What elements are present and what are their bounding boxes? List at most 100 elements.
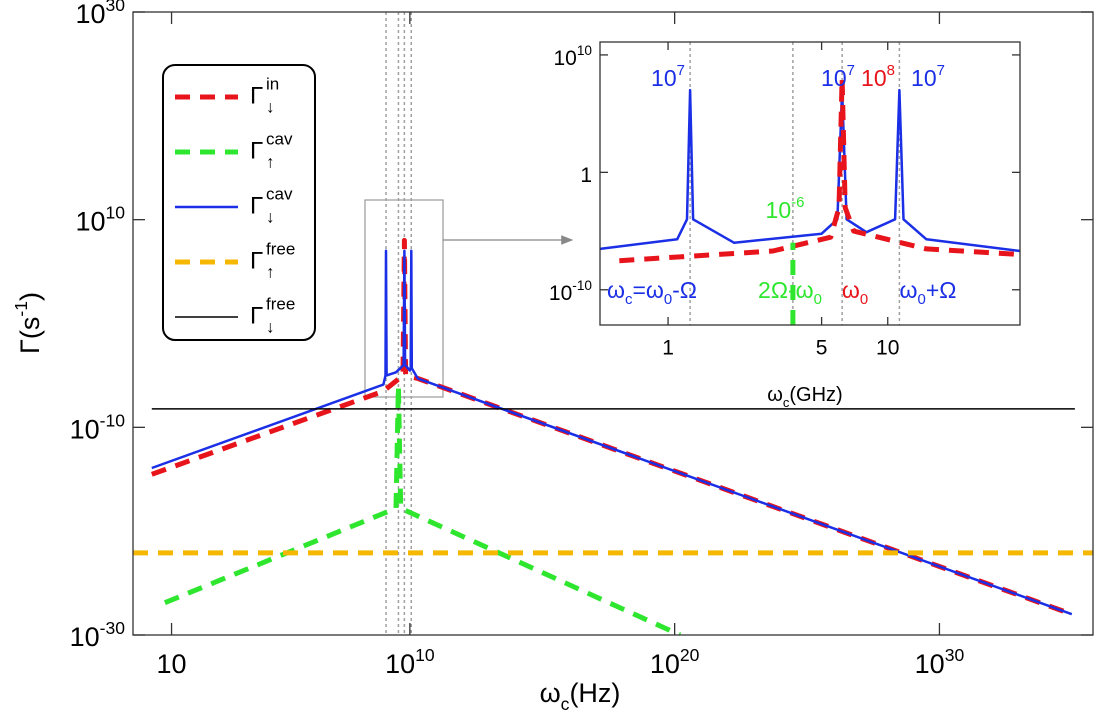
text-part: 10 [70,414,100,444]
text-part: ω [842,277,860,303]
superscript: 10 [415,645,435,665]
series-line [619,75,1020,264]
legend-label: Γ [250,192,263,219]
superscript: 7 [677,62,685,79]
annotation: 2Ω-ω0 [758,277,822,308]
legend-box [162,64,316,341]
x-tick-label: 5 [816,337,828,360]
y-tick-label: 1010 [553,43,592,69]
subscript: c [625,291,633,308]
legend-label-sub: ↓ [266,317,275,336]
legend-label: Γ [250,302,263,329]
plot-area [133,237,1093,635]
text-part: +Ω [926,277,957,303]
text-part: 10 [553,46,576,69]
legend-label: Γ [250,137,263,164]
legend-label-sup: free [266,294,295,313]
y-tick-label: 10-10 [70,410,126,444]
superscript: 30 [105,0,125,15]
x-tick-label: 1030 [915,645,965,679]
annotation: 107 [911,62,945,91]
plot-area [600,75,1020,325]
text-part: 10 [911,65,937,91]
superscript: 10 [577,43,593,58]
text-part: 10 [766,197,792,223]
superscript: 10 [105,202,125,222]
superscript: 20 [680,645,700,665]
text-part: 10 [75,0,105,29]
legend-label-sup: cav [266,129,293,148]
x-axis-label: ωc(Hz) [540,678,621,714]
text-part: 10 [549,281,572,304]
annotation: 107 [821,62,855,91]
text-part: ) [15,292,45,301]
subscript: c [561,694,570,714]
y-axis-label: Γ(s-1) [11,292,45,354]
legend-label-sub: ↑ [266,262,275,281]
text-part: 10 [915,649,945,679]
subscript: 0 [860,291,868,308]
legend-label: Γ [250,247,263,274]
annotation: ω0 [842,277,868,308]
y-tick-label: 1 [580,164,592,187]
subscript: c [783,395,790,410]
text-part: 10 [70,622,100,652]
legend-label-sub: ↓ [266,97,275,116]
x-tick-label: 10 [157,649,187,679]
legend-label-sup: free [266,239,295,258]
text-part: 10 [650,649,680,679]
annotation: 108 [861,62,895,91]
text-part: ω [607,277,625,303]
x-tick-label: 1 [662,337,674,360]
x-axis-label: ωc(GHz) [767,384,842,410]
legend-label: Γ [250,82,263,109]
text-part: 10 [821,65,847,91]
superscript: 7 [847,62,855,79]
y-tick-label: 1010 [75,202,125,236]
subscript: 0 [664,291,672,308]
x-tick-label: 1010 [385,645,435,679]
text-part: 10 [651,65,677,91]
text-part: 2Ω-ω [758,277,814,303]
y-tick-label: 10-30 [70,618,126,652]
text-part: 10 [861,65,887,91]
text-part: ω [900,277,918,303]
legend-label-sub: ↓ [266,207,275,226]
text-part: 10 [75,207,105,237]
plot-frame [599,41,1021,326]
legend-label-sup: in [266,74,279,93]
text-part: -Ω [672,277,697,303]
text-part: Γ(s [15,317,45,354]
legend-label-sup: cav [266,184,293,203]
plot-frame [132,11,1094,636]
series-line [600,88,1020,253]
text-part: =ω [632,277,663,303]
superscript: -10 [572,278,592,293]
superscript: -1 [11,301,31,317]
y-tick-label: 1030 [75,0,125,29]
superscript: 30 [945,645,965,665]
annotation: 10-6 [766,194,805,223]
annotation: ωc=ω0-Ω [607,277,697,308]
superscript: 8 [887,62,895,79]
text-part: ω [540,678,561,708]
text-part: (Hz) [569,678,620,708]
text-part: (GHz) [789,384,842,406]
legend-label-sub: ↑ [266,152,275,171]
subscript: 0 [814,291,822,308]
inset-background [600,42,1020,325]
annotation: 107 [651,62,685,91]
text-part: ω [767,384,783,406]
superscript: -30 [100,618,126,638]
subscript: 0 [918,291,926,308]
y-tick-label: 10-10 [549,278,592,304]
superscript: -10 [100,410,126,430]
x-tick-label: 10 [876,337,899,360]
superscript: 7 [937,62,945,79]
series-line [151,249,1073,616]
superscript: -6 [791,194,804,211]
text-part: 10 [385,649,415,679]
x-tick-label: 1020 [650,645,700,679]
annotation: ω0+Ω [900,277,957,308]
